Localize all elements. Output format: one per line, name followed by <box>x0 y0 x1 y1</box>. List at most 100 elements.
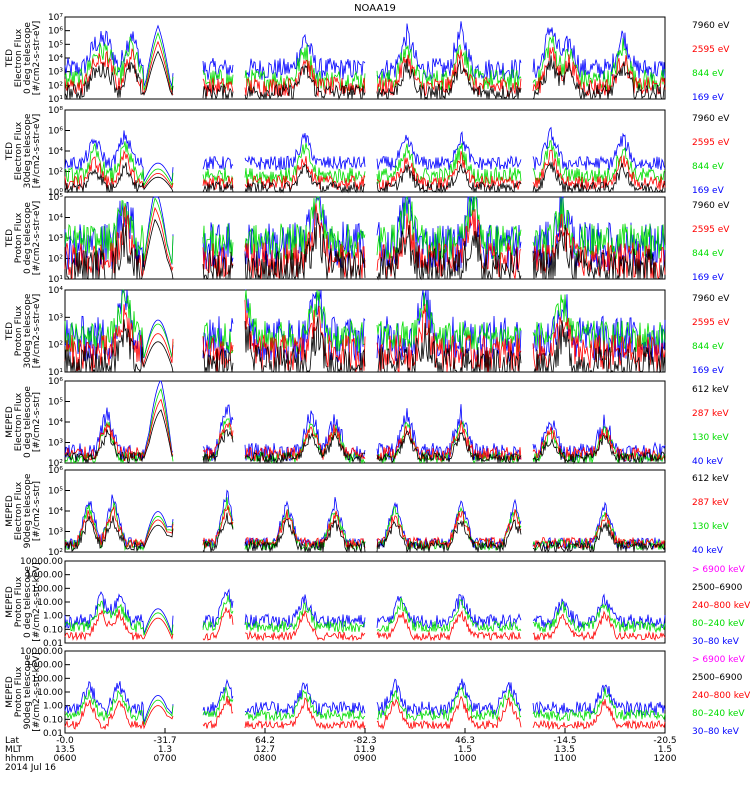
y-axis-label: 30deg telescope <box>23 113 33 188</box>
legend-entry: 844 eV <box>692 342 725 352</box>
x-row-label: hhmm <box>5 754 34 764</box>
x-tick-label: 64.2 <box>255 736 275 746</box>
legend-entry: > 6900 keV <box>692 565 746 575</box>
x-tick-label: 13.5 <box>555 745 575 755</box>
legend-entry: 169 eV <box>692 273 725 283</box>
x-tick-label: 1100 <box>554 754 577 764</box>
y-tick-label: 10000.00 <box>20 647 63 657</box>
x-tick-label: -82.3 <box>353 736 376 746</box>
series-trace <box>64 140 666 187</box>
y-tick-label: 10² <box>48 81 63 91</box>
panel-5: 10² 10³ 10⁴ 10⁵ 10⁶ MEPED Electron Flux 0 deg t… <box>5 377 729 469</box>
series-trace <box>64 50 666 101</box>
y-axis-label: Electron Flux <box>14 28 24 87</box>
y-tick-label: 10⁶ <box>48 377 63 387</box>
series-trace <box>64 126 666 183</box>
legend-entry: 2595 eV <box>692 318 730 328</box>
x-tick-label: 1000 <box>454 754 477 764</box>
y-tick-label: 10⁵ <box>48 487 63 497</box>
panel-8: 0.01 0.10 1.00 10.00 100.00 1000.00 10000.00 ME… <box>5 647 750 739</box>
series-trace <box>64 288 666 358</box>
legend-entry: 130 keV <box>692 522 729 532</box>
y-axis-label: TED <box>5 322 15 341</box>
y-axis-label: 0 deg telescope <box>23 202 33 274</box>
y-axis-label: [#/cm2-s-str-eV] <box>32 21 42 96</box>
y-tick-label: 100.00 <box>32 584 64 594</box>
legend-entry: 2500–6900 <box>692 673 743 683</box>
y-tick-label: 1000.00 <box>26 571 63 581</box>
x-tick-label: 1200 <box>654 754 677 764</box>
legend-entry: 844 eV <box>692 69 725 79</box>
y-tick-label: 10.00 <box>37 598 63 608</box>
x-tick-label: 0600 <box>54 754 77 764</box>
series-trace <box>64 695 666 731</box>
y-axis-label: Proton Flux <box>14 212 24 263</box>
y-tick-label: 10.00 <box>37 688 63 698</box>
y-tick-label: 10² <box>48 459 63 469</box>
x-tick-label: 1.5 <box>658 745 672 755</box>
series-trace <box>64 588 666 634</box>
y-tick-label: 10⁴ <box>48 286 63 296</box>
legend-entry: 2595 eV <box>692 225 730 235</box>
y-tick-label: 0.01 <box>43 729 63 739</box>
panel-3: 10¹ 10² 10³ 10⁴ 10⁵ TED Proton Flux 0 deg teles… <box>5 193 730 285</box>
x-tick-label: 0900 <box>354 754 377 764</box>
y-tick-label: 1.00 <box>43 612 63 622</box>
y-tick-label: 10⁶ <box>48 466 63 476</box>
y-axis-label: 0 deg telescope <box>23 566 33 638</box>
legend-entry: 30–80 keV <box>692 637 740 647</box>
y-axis-label: [#/cm2-s-str-keV] <box>32 562 42 641</box>
panel-frame <box>64 109 666 193</box>
series-trace <box>64 685 666 725</box>
series-trace <box>64 678 666 723</box>
y-axis-label: Proton Flux <box>14 576 24 627</box>
y-axis-label: 30deg telescope <box>23 293 33 368</box>
series-trace <box>64 31 666 92</box>
y-tick-label: 10³ <box>48 68 63 78</box>
panel-4: 10¹ 10² 10³ 10⁴ TED Proton Flux 30deg telescop… <box>5 286 730 378</box>
legend-entry: 7960 eV <box>692 114 730 124</box>
panel-1: 10¹ 10² 10³ 10⁴ 10⁵ 10⁶ 10⁷ TED Electron Flux 0 d… <box>5 13 730 105</box>
y-axis-label: Proton Flux <box>14 666 24 717</box>
series-trace <box>64 203 666 280</box>
series-trace <box>64 409 666 465</box>
chart-title: NOAA19 <box>354 3 396 14</box>
legend-entry: 2595 eV <box>692 138 730 148</box>
y-axis-label: 0 deg telescope <box>23 22 33 94</box>
legend-entry: 7960 eV <box>692 21 730 31</box>
y-tick-label: 10¹ <box>48 368 63 378</box>
y-tick-label: 10⁴ <box>48 418 63 428</box>
legend-entry: 612 keV <box>692 474 729 484</box>
y-axis-label: TED <box>5 142 15 161</box>
y-tick-label: 10⁶ <box>48 127 63 137</box>
y-tick-label: 10² <box>48 168 63 178</box>
y-axis-label: Proton Flux <box>14 305 24 356</box>
y-axis-label: [#/cm2-s-str-eV] <box>32 114 42 189</box>
y-tick-label: 10⁴ <box>48 54 63 64</box>
y-axis-label: MEPED <box>5 495 15 527</box>
legend-entry: 169 eV <box>692 366 725 376</box>
x-row-label: 2014 Jul 16 <box>5 763 56 773</box>
series-trace <box>64 497 666 552</box>
x-tick-label: 11.9 <box>355 745 375 755</box>
y-axis-label: [#/cm2-s-str-keV] <box>32 652 42 731</box>
y-tick-label: 10¹ <box>48 95 63 105</box>
panel-2: 10⁰ 10² 10⁴ 10⁶ 10⁸ TED Electron Flux 30deg tel… <box>5 106 730 198</box>
legend-entry: 169 eV <box>692 186 725 196</box>
x-tick-label: 1.5 <box>458 745 472 755</box>
y-tick-label: 10⁵ <box>48 40 63 50</box>
legend-entry: 612 keV <box>692 385 729 395</box>
y-tick-label: 1000.00 <box>26 661 63 671</box>
legend-entry: 7960 eV <box>692 294 730 304</box>
series-trace <box>64 505 666 550</box>
y-tick-label: 10⁵ <box>48 398 63 408</box>
y-tick-label: 0.10 <box>43 625 63 635</box>
legend-entry: 240–800 keV <box>692 601 750 611</box>
series-trace <box>64 40 666 98</box>
legend-entry: 30–80 keV <box>692 727 740 737</box>
legend-entry: 7960 eV <box>692 201 730 211</box>
y-axis-label: TED <box>5 229 15 248</box>
y-tick-label: 10⁸ <box>48 106 63 116</box>
y-tick-label: 10⁷ <box>48 13 63 23</box>
legend-entry: 287 keV <box>692 498 729 508</box>
